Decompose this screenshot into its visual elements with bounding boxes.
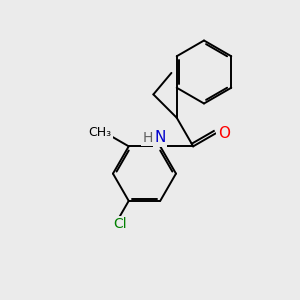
- Text: N: N: [154, 130, 166, 146]
- Text: Cl: Cl: [113, 217, 127, 231]
- Text: H: H: [142, 131, 153, 145]
- Text: CH₃: CH₃: [89, 126, 112, 139]
- Text: O: O: [218, 126, 230, 141]
